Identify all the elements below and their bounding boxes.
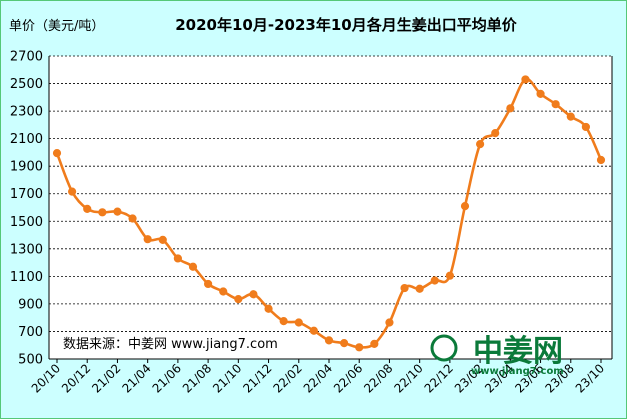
x-tick-label: 21/12 [240, 361, 274, 395]
source-note: 数据来源：中姜网 www.jiang7.com [63, 337, 278, 352]
y-tick-label: 1300 [10, 242, 43, 257]
y-tick-label: 1500 [10, 215, 43, 230]
y-tick-label: 2500 [10, 77, 43, 92]
y-tick-label: 2700 [10, 50, 43, 65]
data-point [551, 100, 560, 109]
y-tick-labels: 500 700 900 1100 1300 1500 1700 1900 2100 2300 250… [10, 50, 43, 368]
data-point [370, 339, 379, 348]
data-point [52, 148, 62, 158]
x-tick-label: 22/02 [271, 361, 305, 395]
x-tick-label: 22/08 [361, 361, 395, 395]
grid-layer [48, 55, 613, 360]
data-point [536, 89, 545, 98]
data-point [340, 339, 349, 348]
y-axis-label: 单价（美元/吨） [9, 19, 104, 34]
data-point [204, 279, 213, 289]
y-tick-label: 1100 [10, 270, 43, 285]
data-point [460, 202, 470, 211]
data-point [309, 326, 318, 335]
data-point [173, 254, 182, 263]
data-point [98, 208, 107, 217]
data-point [324, 336, 334, 345]
data-point [445, 271, 454, 280]
data-point [581, 122, 590, 132]
x-tick-label: 23/10 [573, 361, 607, 395]
x-tick-label: 22/06 [331, 361, 365, 395]
watermark-logo: 中姜网 www.jiang7.com [430, 334, 564, 377]
data-point [128, 214, 137, 223]
y-tick-label: 500 [18, 353, 43, 368]
data-point [566, 112, 575, 121]
x-tick-label: 21/02 [89, 361, 123, 395]
y-tick-label: 2100 [10, 132, 43, 147]
x-tick-label: 21/06 [150, 361, 184, 395]
ginger-logo-icon [430, 334, 458, 362]
plot-area [49, 56, 612, 359]
data-point [355, 343, 364, 352]
chart-title: 2020年10月-2023年10月各月生姜出口平均单价 [175, 16, 517, 34]
data-point [113, 207, 122, 216]
data-point [219, 287, 228, 296]
x-tick-label: 22/04 [301, 361, 335, 395]
data-point [158, 235, 167, 244]
x-tick-label: 21/10 [210, 361, 244, 395]
data-point [294, 318, 303, 327]
data-point [234, 294, 243, 304]
y-tick-label: 2300 [10, 105, 43, 120]
data-point [491, 129, 500, 138]
x-tick-label: 22/10 [391, 361, 425, 395]
data-point [68, 187, 77, 196]
x-tick-label: 21/04 [119, 361, 153, 395]
y-tick-label: 700 [18, 325, 43, 340]
series-layer [52, 75, 606, 352]
data-point [415, 284, 424, 293]
data-point [430, 276, 439, 285]
x-tick-label: 20/12 [59, 361, 93, 395]
data-point [506, 104, 515, 113]
data-point [596, 155, 606, 165]
data-point [188, 262, 198, 271]
data-point [279, 317, 288, 326]
watermark-name: 中姜网 [473, 334, 563, 369]
y-tick-label: 900 [18, 297, 43, 312]
data-point [476, 140, 485, 149]
data-point [385, 318, 394, 327]
y-tick-label: 1700 [10, 187, 43, 202]
x-tick-label: 21/08 [180, 361, 214, 395]
data-point [249, 290, 258, 299]
data-point [521, 75, 530, 84]
data-point [400, 283, 409, 293]
data-point [264, 304, 273, 313]
x-tick-label: 22/12 [422, 361, 456, 395]
y-tick-label: 1900 [10, 160, 43, 175]
watermark-url: www.jiang7.com [471, 366, 564, 377]
data-point [143, 235, 152, 244]
data-point [83, 204, 92, 213]
